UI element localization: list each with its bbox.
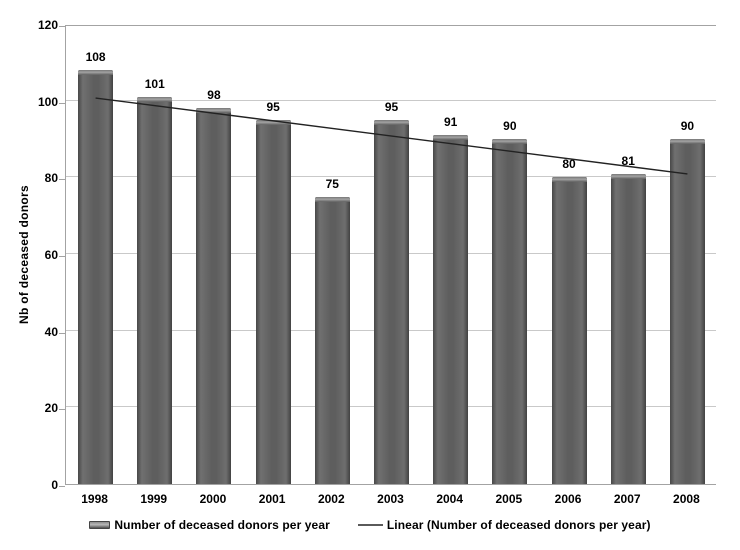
- legend-line-swatch: [357, 524, 383, 526]
- bar: [255, 119, 291, 484]
- legend-item-trendline: Linear (Number of deceased donors per ye…: [357, 518, 651, 532]
- y-axis-tick: [59, 179, 65, 180]
- legend-label-trendline: Linear (Number of deceased donors per ye…: [386, 518, 651, 532]
- bar-value-label: 95: [384, 99, 399, 114]
- x-tick-label: 2004: [436, 492, 464, 506]
- y-tick-label: 0: [51, 478, 58, 492]
- legend-bar-swatch: [89, 521, 111, 529]
- y-tick-label: 60: [44, 248, 58, 262]
- y-axis-tick: [59, 409, 65, 410]
- bar-cap: [137, 96, 173, 102]
- bar-cap: [551, 177, 587, 183]
- bar-value-label: 95: [266, 99, 280, 114]
- y-tick-label: 80: [44, 171, 58, 186]
- bar: [433, 135, 469, 484]
- bar-cap: [255, 119, 291, 125]
- y-tick-label: 120: [37, 18, 58, 32]
- y-tick-label: 20: [44, 401, 58, 416]
- bar-value-label: 90: [680, 119, 695, 133]
- y-axis-tick: [59, 103, 65, 104]
- legend-label-bars: Number of deceased donors per year: [114, 518, 330, 532]
- bar-cap: [196, 108, 232, 114]
- x-tick-label: 1999: [140, 492, 168, 506]
- bar: [551, 177, 587, 484]
- legend: Number of deceased donors per year Linea…: [0, 514, 740, 536]
- bar-value-label: 101: [144, 76, 165, 91]
- y-axis-tick: [59, 486, 65, 487]
- bar-cap: [669, 139, 705, 144]
- x-tick-label: 2002: [317, 492, 345, 506]
- x-tick-label: 2001: [258, 492, 286, 506]
- bar-value-label: 91: [443, 115, 458, 130]
- x-tick-label: 2006: [554, 492, 582, 506]
- y-axis-tick: [59, 333, 65, 334]
- x-tick-label: 2005: [495, 492, 523, 506]
- plot-area: 108 101 98 95 75 95 91 90 80 81 90: [59, 25, 716, 487]
- bar: [492, 139, 528, 484]
- bar-cap: [78, 70, 114, 75]
- bar: [610, 173, 646, 484]
- bar: [669, 139, 705, 484]
- bar-value-label: 90: [503, 119, 517, 133]
- x-tick-label: 2000: [199, 492, 227, 506]
- bar-value-label: 81: [621, 153, 635, 168]
- legend-item-bars: Number of deceased donors per year: [89, 518, 330, 532]
- trendline: [95, 97, 688, 175]
- x-tick-label: 2007: [613, 492, 641, 506]
- y-axis-tick: [59, 26, 65, 27]
- y-tick-label: 40: [44, 324, 58, 339]
- bar: [78, 70, 114, 484]
- bar: [374, 119, 409, 484]
- y-axis-tick: [59, 256, 65, 257]
- bar: [196, 108, 232, 484]
- gridline: [66, 99, 716, 101]
- bar-value-label: 98: [207, 88, 221, 103]
- bar-cap: [374, 119, 409, 125]
- bar-cap: [492, 139, 528, 144]
- bar-cap: [314, 196, 350, 202]
- x-tick-label: 2008: [673, 492, 700, 506]
- bar-cap: [433, 135, 469, 141]
- bar-value-label: 75: [325, 176, 339, 191]
- bar-value-label: 80: [562, 157, 576, 172]
- bar: [137, 96, 173, 484]
- bar-value-label: 108: [85, 50, 106, 64]
- bar-cap: [610, 173, 646, 179]
- x-tick-label: 2003: [377, 492, 404, 506]
- y-tick-label: 100: [37, 94, 58, 109]
- bar: [314, 196, 350, 484]
- x-tick-label: 1998: [81, 492, 108, 506]
